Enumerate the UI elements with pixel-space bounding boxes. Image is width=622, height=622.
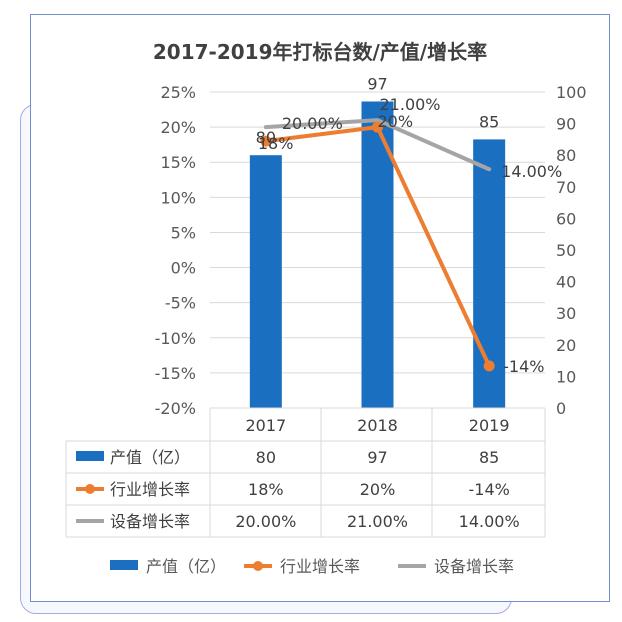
left-axis-tick: 10% (160, 188, 196, 207)
table-legend-key (76, 451, 104, 461)
industry-data-label: 20% (378, 112, 414, 131)
table-series-name: 设备增长率 (110, 512, 190, 531)
right-axis-tick: 10 (556, 367, 576, 386)
legend-key-marker (253, 561, 263, 571)
chart-title: 2017-2019年打标台数/产值/增长率 (153, 40, 487, 64)
table-series-name: 产值（亿） (110, 448, 190, 467)
equipment-data-label: 14.00% (501, 162, 562, 181)
industry-growth-point (372, 121, 383, 133)
table-category: 2019 (469, 416, 510, 435)
table-cell: 20% (360, 480, 396, 499)
table-series-name: 行业增长率 (110, 480, 190, 499)
bar-data-label: 80 (256, 128, 276, 147)
left-axis-tick: -10% (155, 329, 196, 348)
left-axis-tick: 15% (160, 153, 196, 172)
lines (260, 118, 495, 372)
industry-data-label: -14% (503, 357, 544, 376)
table-cell: -14% (468, 480, 509, 499)
equipment-data-label: 21.00% (380, 95, 441, 114)
equipment-data-label: 20.00% (282, 114, 343, 133)
legend[interactable]: 产值（亿） 行业增长率 设备增长率 (110, 557, 514, 576)
right-axis-tick: 20 (556, 336, 576, 355)
table-cell: 20.00% (235, 512, 296, 531)
industry-growth-point (260, 135, 272, 147)
bar-data-label: 97 (367, 74, 387, 93)
table-category: 2018 (357, 416, 398, 435)
data-table: 2017 2018 2019 产值（亿） 80 97 85 行业增长率 18% 20% -14% 设备… (65, 407, 546, 538)
industry-growth-point (483, 360, 495, 372)
legend-key (110, 560, 138, 570)
left-axis-tick: -15% (155, 364, 196, 383)
left-axis-tick: -20% (155, 399, 196, 418)
table-cell: 80 (256, 448, 276, 467)
table-category: 2017 (245, 416, 286, 435)
right-axis-tick: 30 (556, 304, 576, 323)
table-cell: 21.00% (347, 512, 408, 531)
table-cell: 85 (479, 448, 499, 467)
left-axis-tick: -5% (165, 294, 196, 313)
legend-label: 设备增长率 (434, 557, 514, 576)
data-labels: 80 97 85 18% 20% -14% 20.00% 21.00% 14.00% (256, 74, 563, 375)
axes: 25%20%15%10%5%0%-5%-10%-15%-20%100908070… (155, 83, 587, 418)
bar (249, 155, 282, 408)
right-axis-tick: 100 (556, 83, 587, 102)
table-cell: 18% (248, 480, 284, 499)
legend-label: 行业增长率 (280, 557, 360, 576)
right-axis-tick: 0 (556, 399, 566, 418)
legend-item[interactable]: 设备增长率 (398, 557, 514, 576)
chart-card (30, 14, 610, 602)
industry-data-label: 18% (258, 134, 294, 153)
right-axis-tick: 90 (556, 115, 576, 134)
left-axis-tick: 20% (160, 118, 196, 137)
table-legend-key-marker (85, 484, 95, 494)
right-axis-tick: 60 (556, 209, 576, 228)
left-axis-tick: 5% (171, 223, 196, 242)
left-axis-tick: 25% (160, 83, 196, 102)
right-axis-tick: 40 (556, 273, 576, 292)
right-axis-tick: 50 (556, 241, 576, 260)
equipment-growth-line (263, 118, 492, 172)
legend-item[interactable]: 产值（亿） (110, 557, 226, 576)
table-cell: 97 (367, 448, 387, 467)
table-cell: 14.00% (459, 512, 520, 531)
legend-label: 产值（亿） (146, 557, 226, 576)
right-axis-tick: 80 (556, 146, 576, 165)
left-axis-tick: 0% (171, 259, 196, 278)
bar-data-label: 85 (479, 112, 499, 131)
right-axis-tick: 70 (556, 178, 576, 197)
legend-item[interactable]: 行业增长率 (244, 557, 360, 576)
